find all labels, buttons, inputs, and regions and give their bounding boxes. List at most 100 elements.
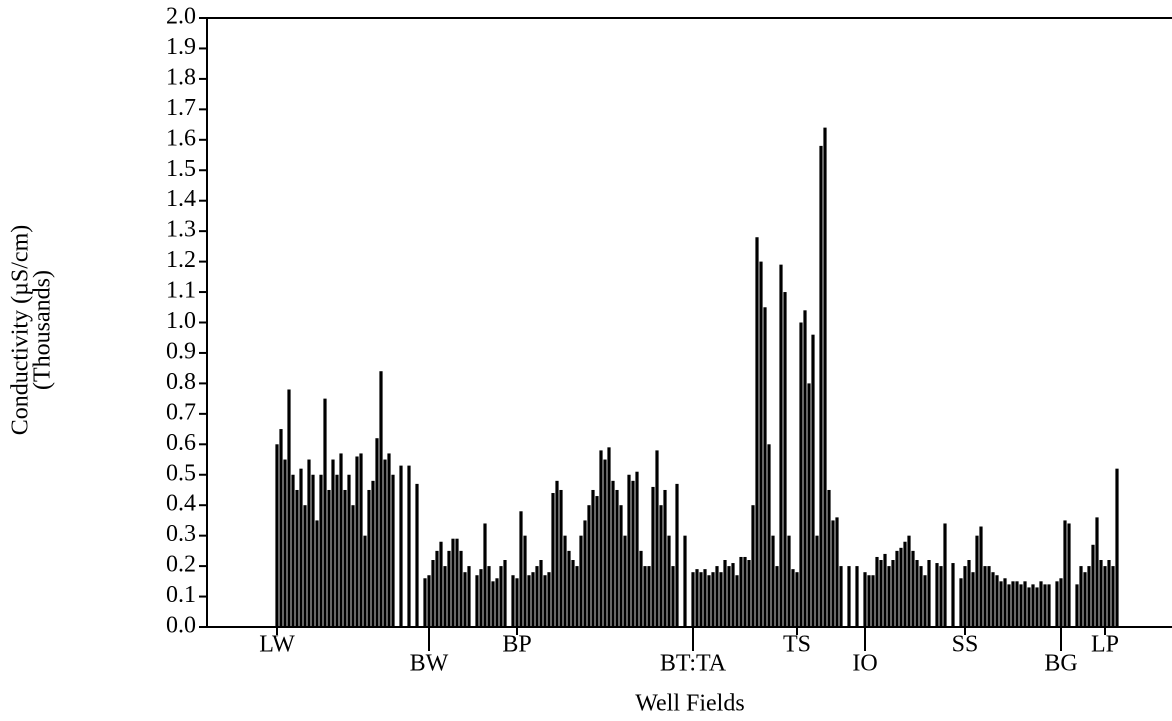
bar [451,538,455,627]
y-tick-label: 0.0 [166,613,196,639]
bar [327,489,331,627]
bar [591,489,595,627]
bar [975,535,979,627]
bar [371,480,375,627]
bar [991,572,995,627]
bar [691,572,695,627]
bar [319,474,323,627]
bar [1083,572,1087,627]
bar [607,447,611,627]
bar [571,560,575,627]
bar [1059,578,1063,627]
bar [431,560,435,627]
y-tick-label: 0.4 [166,491,196,517]
bar [399,465,403,627]
bar [623,535,627,627]
bar [651,486,655,627]
y-tick-label: 1.1 [166,278,196,304]
y-tick-label: 0.2 [166,552,196,578]
bar [1063,520,1067,627]
bar [663,489,667,627]
bar [1099,560,1103,627]
bar [807,383,811,627]
bar [367,489,371,627]
bar [535,566,539,627]
bar [279,429,283,627]
bar [647,566,651,627]
x-tick-label: LP [1091,632,1119,658]
bar [331,459,335,627]
x-tick-label: BG [1044,651,1077,677]
bar [1027,587,1031,627]
bar [455,538,459,627]
bar [515,578,519,627]
bar [351,505,355,627]
bar [943,523,947,627]
bar [379,371,383,627]
bar [847,566,851,627]
bar [1043,584,1047,627]
bar [503,560,507,627]
bar [655,450,659,627]
y-tick-label: 0.7 [166,399,196,425]
bar [1087,566,1091,627]
bar [1031,584,1035,627]
bar [783,292,787,627]
bar [639,550,643,627]
bar [803,310,807,627]
bar [915,560,919,627]
bar [923,575,927,627]
bar [339,453,343,627]
bar [759,261,763,627]
bar [583,520,587,627]
bar [787,535,791,627]
bar [439,541,443,627]
bar [323,398,327,627]
bar [667,535,671,627]
y-tick-label: 1.3 [166,217,196,243]
y-tick-label: 0.8 [166,369,196,395]
bar [363,535,367,627]
y-tick-label: 0.1 [166,582,196,608]
bar [699,572,703,627]
bar [447,550,451,627]
bar [835,517,839,627]
bar [751,505,755,627]
y-tick-label: 1.0 [166,308,196,334]
bar [483,523,487,627]
bar [855,566,859,627]
bar [283,459,287,627]
bar [871,575,875,627]
bar [863,572,867,627]
x-tick-label: SS [952,632,979,658]
bar [747,560,751,627]
y-tick-label: 0.6 [166,430,196,456]
bar [287,389,291,627]
bar [995,575,999,627]
y-tick-label: 2.0 [166,4,196,30]
bar [683,535,687,627]
bar [519,511,523,627]
x-tick-label: LW [259,632,295,658]
bar [951,563,955,627]
bar [983,566,987,627]
bar [795,572,799,627]
bar [707,575,711,627]
bar [775,566,779,627]
x-axis-title: Well Fields [635,691,744,717]
bar [839,566,843,627]
y-tick-label: 1.7 [166,95,196,121]
bar [1047,584,1051,627]
bar [671,566,675,627]
bar [551,493,555,627]
bar [891,560,895,627]
bar [547,572,551,627]
bar [619,505,623,627]
bar [695,569,699,627]
bar [771,535,775,627]
y-tick-label: 0.3 [166,521,196,547]
y-axis-title: Conductivity (µS/cm) (Thousands) [8,225,56,435]
bar [407,465,411,627]
bar [463,572,467,627]
